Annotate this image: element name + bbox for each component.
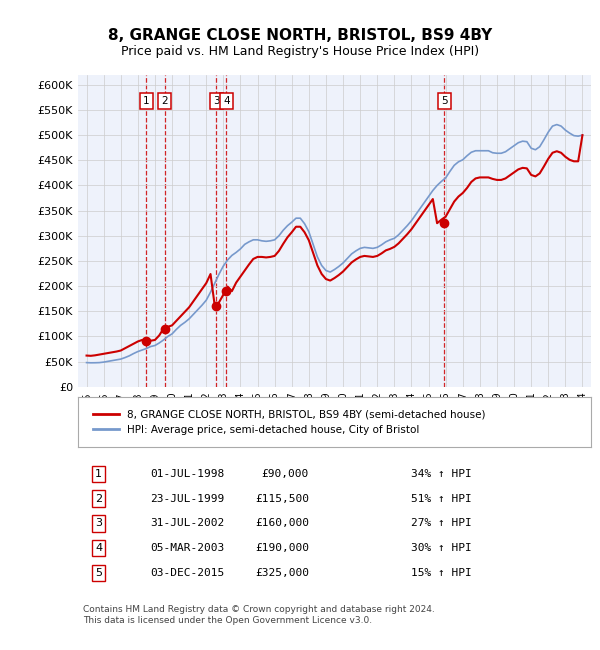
Text: Contains HM Land Registry data © Crown copyright and database right 2024.
This d: Contains HM Land Registry data © Crown c… [83, 605, 435, 625]
Text: 2: 2 [161, 96, 168, 106]
Text: 1: 1 [143, 96, 150, 106]
Text: 15% ↑ HPI: 15% ↑ HPI [412, 568, 472, 578]
Text: Price paid vs. HM Land Registry's House Price Index (HPI): Price paid vs. HM Land Registry's House … [121, 46, 479, 58]
Text: 03-DEC-2015: 03-DEC-2015 [150, 568, 224, 578]
Text: 5: 5 [441, 96, 448, 106]
Text: 4: 4 [95, 543, 102, 553]
Text: 3: 3 [213, 96, 220, 106]
Text: £325,000: £325,000 [255, 568, 309, 578]
Text: 30% ↑ HPI: 30% ↑ HPI [412, 543, 472, 553]
Text: £115,500: £115,500 [255, 494, 309, 504]
Text: 31-JUL-2002: 31-JUL-2002 [150, 519, 224, 528]
Text: 34% ↑ HPI: 34% ↑ HPI [412, 469, 472, 479]
Text: 4: 4 [223, 96, 230, 106]
Text: 05-MAR-2003: 05-MAR-2003 [150, 543, 224, 553]
Text: £90,000: £90,000 [262, 469, 309, 479]
Text: £160,000: £160,000 [255, 519, 309, 528]
Text: 27% ↑ HPI: 27% ↑ HPI [412, 519, 472, 528]
Text: 3: 3 [95, 519, 102, 528]
Text: £190,000: £190,000 [255, 543, 309, 553]
Text: 23-JUL-1999: 23-JUL-1999 [150, 494, 224, 504]
Legend: 8, GRANGE CLOSE NORTH, BRISTOL, BS9 4BY (semi-detached house), HPI: Average pric: 8, GRANGE CLOSE NORTH, BRISTOL, BS9 4BY … [88, 406, 490, 439]
Text: 2: 2 [95, 494, 102, 504]
Text: 01-JUL-1998: 01-JUL-1998 [150, 469, 224, 479]
Text: 51% ↑ HPI: 51% ↑ HPI [412, 494, 472, 504]
Text: 8, GRANGE CLOSE NORTH, BRISTOL, BS9 4BY: 8, GRANGE CLOSE NORTH, BRISTOL, BS9 4BY [108, 28, 492, 43]
Text: 5: 5 [95, 568, 102, 578]
Text: 1: 1 [95, 469, 102, 479]
